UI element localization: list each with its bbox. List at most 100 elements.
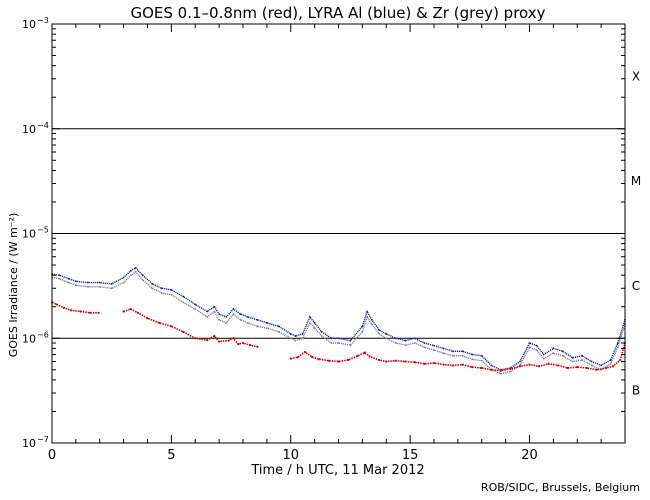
goes-data-point bbox=[289, 357, 292, 360]
lyra-zr-point bbox=[330, 342, 333, 344]
lyra-al-point bbox=[542, 353, 545, 356]
lyra-zr-point bbox=[232, 313, 235, 316]
lyra-zr-point bbox=[98, 285, 101, 288]
lyra-al-point bbox=[600, 364, 603, 367]
goes-data-point bbox=[227, 339, 230, 342]
lyra-zr-point bbox=[151, 287, 154, 290]
lyra-zr-point bbox=[378, 333, 380, 335]
goes-data-point bbox=[537, 365, 541, 368]
x-tick-label: 0 bbox=[48, 448, 56, 463]
goes-data-point bbox=[356, 354, 359, 357]
goes-data-point bbox=[394, 359, 397, 362]
lyra-zr-point bbox=[590, 364, 593, 367]
goes-data-point bbox=[97, 311, 100, 314]
lyra-zr-point bbox=[58, 277, 61, 280]
lyra-zr-point bbox=[122, 281, 125, 284]
goes-data-point bbox=[79, 310, 82, 313]
lyra-al-point bbox=[86, 281, 89, 284]
goes-data-point bbox=[432, 361, 436, 365]
lyra-al-point bbox=[265, 322, 268, 324]
lyra-zr-point bbox=[301, 337, 304, 340]
lyra-zr-point bbox=[294, 339, 297, 342]
goes-data-point bbox=[585, 366, 588, 370]
lyra-zr-point bbox=[361, 330, 364, 333]
goes-data-point bbox=[327, 359, 331, 362]
lyra-al-point bbox=[213, 305, 216, 308]
lyra-zr-point bbox=[206, 315, 209, 318]
lyra-zr-point bbox=[218, 318, 221, 321]
lyra-al-point bbox=[337, 337, 340, 340]
lyra-zr-point bbox=[67, 281, 70, 284]
lyra-al-point bbox=[110, 283, 113, 285]
goes-data-point bbox=[346, 358, 350, 362]
goes-data-point bbox=[318, 358, 321, 361]
lyra-al-point bbox=[320, 330, 323, 333]
lyra-al-point bbox=[67, 277, 70, 280]
lyra-zr-point bbox=[423, 346, 426, 349]
lyra-zr-point bbox=[194, 308, 197, 310]
lyra-al-point bbox=[194, 303, 197, 306]
goes-data-point bbox=[136, 311, 140, 314]
lyra-zr-point bbox=[239, 318, 242, 321]
goes-data-point bbox=[611, 365, 615, 368]
goes-data-point bbox=[311, 356, 314, 359]
goes-data-point bbox=[232, 337, 235, 340]
lyra-zr-point bbox=[134, 270, 137, 273]
lyra-zr-point bbox=[74, 284, 77, 287]
lyra-zr-point bbox=[366, 315, 369, 318]
y-tick-label: 10 bbox=[22, 18, 36, 31]
lyra-al-point bbox=[571, 356, 574, 359]
lyra-al-point bbox=[308, 315, 311, 318]
lyra-zr-point bbox=[385, 337, 388, 340]
y-tick-exponent: −4 bbox=[37, 121, 49, 130]
lyra-al-point bbox=[206, 310, 209, 313]
lyra-al-point bbox=[371, 318, 373, 321]
lyra-al-point bbox=[562, 350, 564, 353]
lyra-al-point bbox=[239, 313, 242, 316]
lyra-al-point bbox=[160, 287, 163, 290]
goes-data-point bbox=[337, 360, 340, 363]
y-tick-exponent: −7 bbox=[37, 435, 49, 444]
goes-data-point bbox=[566, 366, 569, 370]
goes-data-point bbox=[461, 363, 464, 366]
goes-data-point bbox=[604, 366, 608, 370]
goes-data-point bbox=[557, 364, 560, 367]
x-tick-label: 15 bbox=[402, 448, 419, 463]
lyra-zr-point bbox=[265, 327, 268, 329]
goes-data-point bbox=[256, 345, 259, 348]
series-lyra-zr-proxy bbox=[51, 270, 626, 375]
lyra-zr-point bbox=[571, 360, 574, 363]
goes-data-point bbox=[404, 360, 407, 363]
lyra-al-point bbox=[98, 281, 101, 284]
lyra-zr-point bbox=[535, 349, 538, 352]
lyra-al-point bbox=[218, 313, 221, 316]
y-tick-label: 10 bbox=[22, 332, 36, 345]
lyra-al-point bbox=[58, 274, 61, 277]
lyra-al-point bbox=[433, 344, 435, 347]
goes-data-point bbox=[206, 339, 209, 342]
lyra-zr-point bbox=[581, 359, 583, 361]
lyra-al-point bbox=[471, 353, 474, 356]
goes-data-point bbox=[296, 356, 300, 359]
lyra-zr-point bbox=[129, 274, 132, 277]
lyra-al-point bbox=[552, 347, 555, 350]
lyra-zr-point bbox=[86, 285, 89, 288]
lyra-al-point bbox=[170, 288, 173, 291]
lyra-zr-point bbox=[442, 352, 445, 355]
series-layer bbox=[50, 266, 627, 375]
lyra-zr-point bbox=[371, 323, 373, 326]
lyra-zr-point bbox=[394, 342, 397, 344]
lyra-al-point bbox=[404, 339, 407, 342]
goes-data-point bbox=[576, 366, 579, 369]
lyra-al-point bbox=[330, 337, 333, 340]
x-tick-label: 10 bbox=[282, 448, 299, 463]
x-axis-label: Time / h UTC, 11 Mar 2012 bbox=[250, 463, 424, 478]
lyra-zr-point bbox=[289, 337, 292, 340]
y-tick-label: 10 bbox=[22, 123, 36, 136]
lyra-zr-point bbox=[509, 370, 512, 373]
goes-trace-segment bbox=[123, 308, 258, 348]
lyra-al-point bbox=[232, 308, 235, 310]
goes-data-point bbox=[241, 341, 245, 345]
y-axis-label: GOES Irradiance / (W m⁻²) bbox=[7, 213, 20, 358]
